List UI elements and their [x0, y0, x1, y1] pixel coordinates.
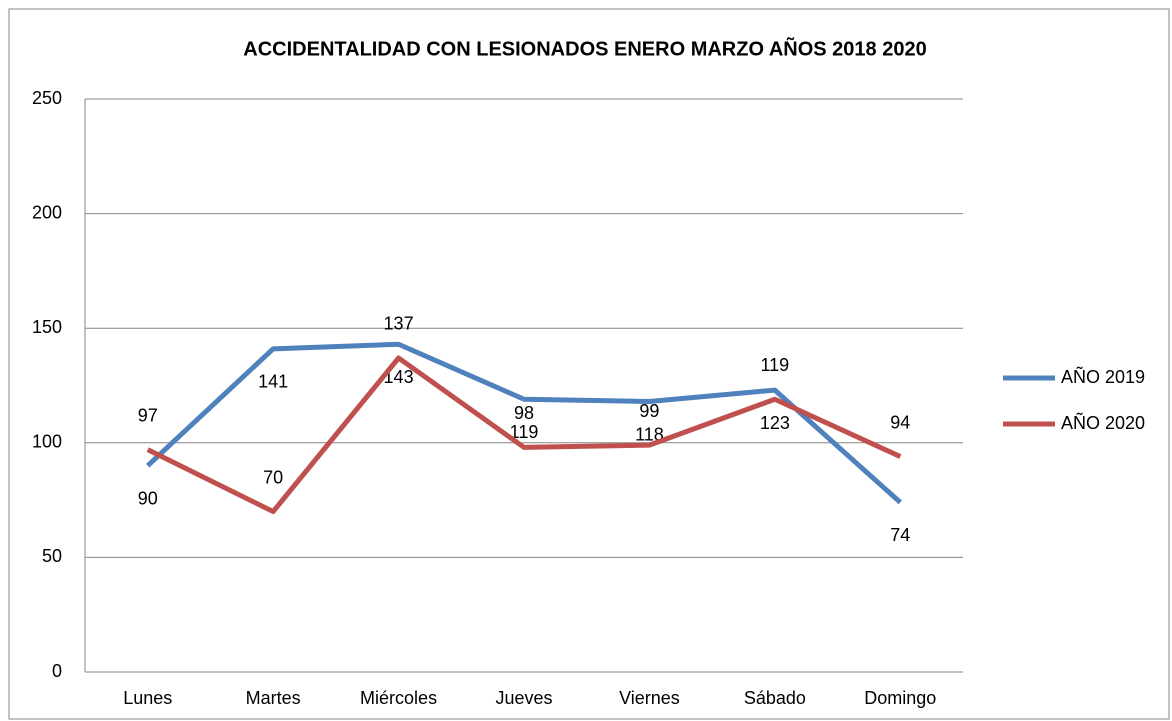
data-label: 99: [639, 401, 659, 421]
legend-label: AÑO 2020: [1061, 412, 1145, 433]
series-line: [146, 341, 902, 505]
data-label: 98: [514, 403, 534, 423]
x-tick-label: Miércoles: [360, 688, 437, 708]
data-label: 141: [258, 372, 288, 392]
chart-frame: [8, 8, 1170, 720]
y-tick-label: 200: [32, 202, 62, 222]
data-label: 143: [384, 367, 414, 387]
data-label: 90: [138, 488, 158, 508]
series-line: [146, 355, 902, 515]
data-label: 97: [138, 405, 158, 425]
x-tick-label: Sábado: [744, 688, 806, 708]
data-label: 119: [510, 422, 539, 442]
x-tick-label: Domingo: [864, 688, 936, 708]
x-tick-label: Lunes: [123, 688, 172, 708]
chart-title: ACCIDENTALIDAD CON LESIONADOS ENERO MARZ…: [243, 37, 926, 60]
y-tick-label: 50: [42, 546, 62, 566]
y-tick-label: 0: [52, 661, 62, 681]
data-label: 137: [384, 314, 414, 334]
data-label: 123: [760, 413, 790, 433]
data-label: 94: [890, 412, 910, 432]
x-tick-label: Martes: [246, 688, 301, 708]
legend-label: AÑO 2019: [1061, 366, 1145, 387]
data-label: 74: [890, 525, 910, 545]
data-label: 119: [761, 355, 790, 375]
y-tick-label: 150: [32, 317, 62, 337]
y-tick-label: 100: [32, 432, 62, 452]
data-label: 70: [263, 467, 283, 487]
x-tick-label: Jueves: [495, 688, 552, 708]
x-tick-label: Viernes: [619, 688, 680, 708]
data-label: 118: [635, 424, 664, 444]
y-tick-label: 250: [32, 88, 62, 108]
